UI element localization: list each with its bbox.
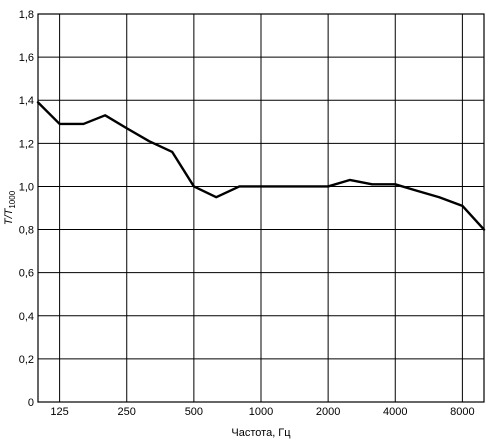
- x-axis-ticks: 125 250 500 1000 2000 4000 8000: [50, 406, 474, 418]
- y-tick-label: 1,2: [19, 138, 34, 150]
- y-tick-label: 1,4: [19, 95, 34, 107]
- y-axis-title-subscript: 1000: [8, 190, 17, 208]
- y-tick-label: 0,8: [19, 225, 34, 237]
- series-line: [36, 101, 486, 231]
- x-axis-title: Частота, Гц: [231, 427, 291, 439]
- x-tick-label: 250: [118, 406, 136, 418]
- y-tick-label: 0,6: [19, 268, 34, 280]
- x-tick-label: 1000: [249, 406, 273, 418]
- x-tick-label: 125: [50, 406, 68, 418]
- y-axis-title-main: T/T: [3, 207, 15, 225]
- y-tick-label: 0: [28, 397, 34, 409]
- y-tick-label: 1,0: [19, 181, 34, 193]
- y-tick-label: 1,8: [19, 9, 34, 21]
- x-tick-label: 4000: [383, 406, 407, 418]
- y-tick-label: 0,4: [19, 311, 34, 323]
- y-tick-label: 0,2: [19, 354, 34, 366]
- y-tick-label: 1,6: [19, 52, 34, 64]
- x-tick-label: 500: [185, 406, 203, 418]
- y-axis-ticks: 0 0,2 0,4 0,6 0,8 1,0 1,2 1,4 1,6 1,8: [19, 9, 34, 409]
- plot-frame: [37, 13, 485, 403]
- grid: [38, 14, 484, 402]
- y-axis-title: T/T1000: [3, 190, 17, 225]
- x-tick-label: 8000: [450, 406, 474, 418]
- x-tick-label: 2000: [316, 406, 340, 418]
